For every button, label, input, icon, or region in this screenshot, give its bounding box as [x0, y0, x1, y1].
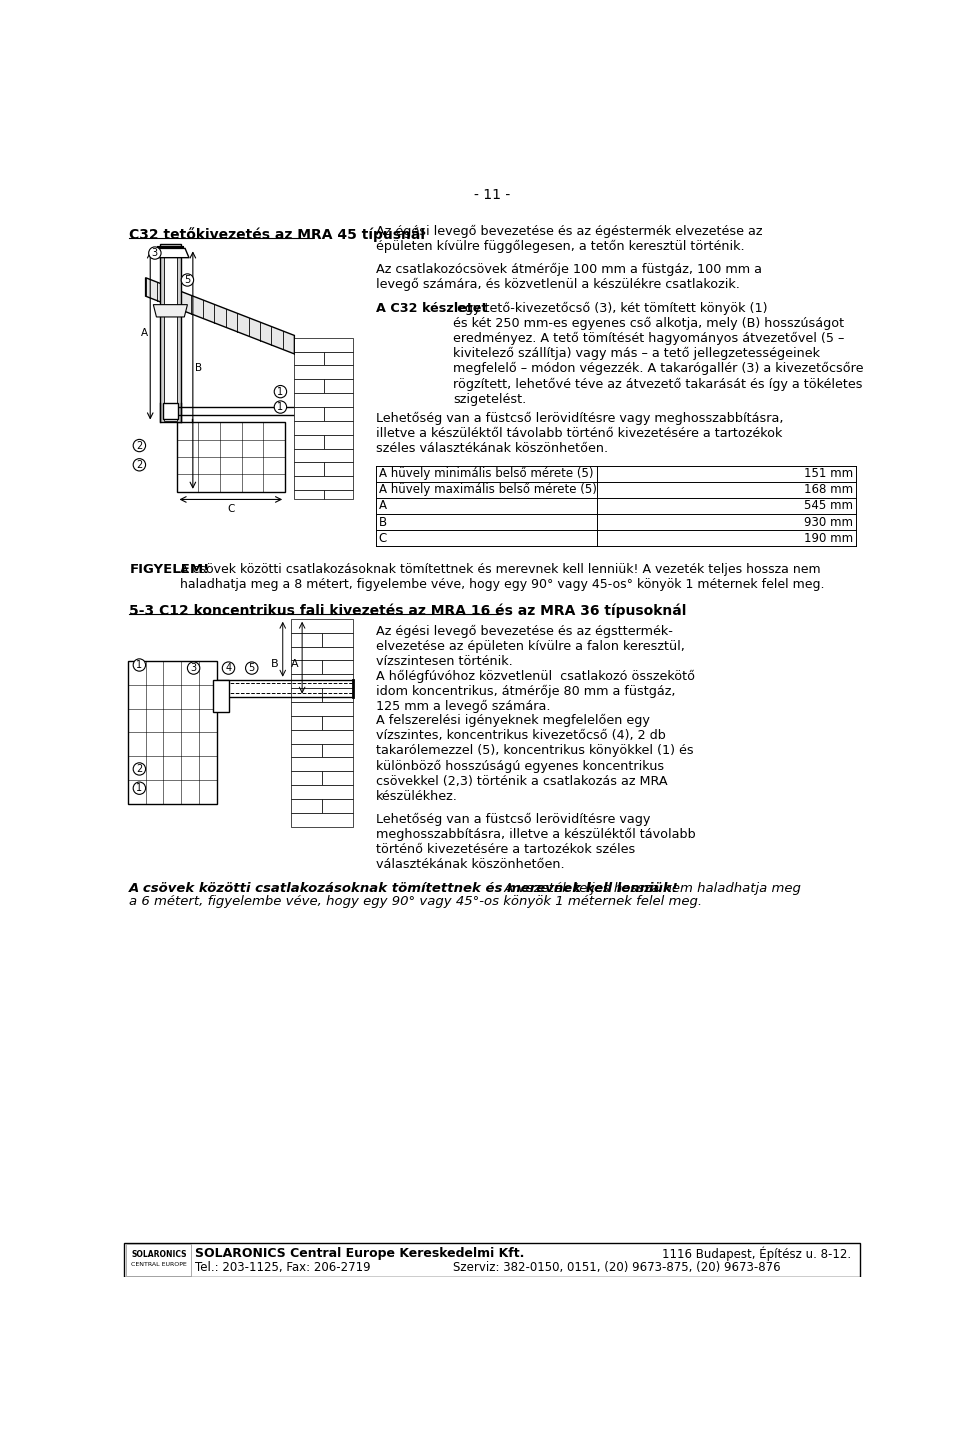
Bar: [295, 435, 324, 449]
Circle shape: [133, 439, 146, 452]
Text: Tel.: 203-1125, Fax: 206-2719: Tel.: 203-1125, Fax: 206-2719: [195, 1260, 371, 1274]
Text: 168 mm: 168 mm: [804, 484, 853, 497]
Bar: [324, 462, 352, 476]
Bar: [291, 674, 352, 689]
Bar: [291, 812, 352, 827]
Bar: [124, 1243, 860, 1277]
Text: 2: 2: [136, 459, 142, 469]
Text: - 11 -: - 11 -: [474, 188, 510, 201]
Bar: [126, 1244, 190, 1276]
Circle shape: [133, 782, 146, 795]
Text: 930 mm: 930 mm: [804, 515, 853, 528]
Bar: [177, 422, 285, 492]
Bar: [295, 366, 352, 379]
Bar: [322, 771, 352, 785]
Text: B: B: [271, 659, 278, 669]
Text: A csövek közötti csatlakozásoknak tömítettnek és merevnek kell lenniük!: A csövek közötti csatlakozásoknak tömíte…: [130, 883, 679, 895]
Circle shape: [275, 386, 287, 397]
Text: 3: 3: [191, 663, 197, 673]
Text: egy tető-kivezetőcső (3), két tömített könyök (1)
és két 250 mm-es egyenes cső a: egy tető-kivezetőcső (3), két tömített k…: [453, 301, 864, 406]
Bar: [322, 660, 352, 674]
Bar: [291, 618, 352, 633]
Text: 4: 4: [226, 663, 231, 673]
Bar: [295, 462, 324, 476]
Bar: [295, 408, 324, 420]
Text: 5-3 C12 koncentrikus fali kivezetés az MRA 16 és az MRA 36 típusoknál: 5-3 C12 koncentrikus fali kivezetés az M…: [130, 603, 686, 618]
Text: Lehetőség van a füstcső lerövidítésre vagy
meghosszabbításra, illetve a készülék: Lehetőség van a füstcső lerövidítésre va…: [375, 812, 695, 871]
Bar: [324, 352, 352, 366]
Text: 2: 2: [136, 441, 142, 451]
Text: A hőlégfúvóhoz közvetlenül  csatlakozó összekötő
idom koncentrikus, átmérője 80 : A hőlégfúvóhoz közvetlenül csatlakozó ös…: [375, 670, 695, 713]
Bar: [291, 702, 352, 716]
Text: 1116 Budapest, Építész u. 8-12.: 1116 Budapest, Építész u. 8-12.: [662, 1246, 852, 1260]
Text: A: A: [379, 499, 387, 512]
Text: B: B: [196, 363, 203, 373]
Bar: [322, 633, 352, 647]
Bar: [291, 729, 352, 743]
Bar: [295, 352, 324, 366]
Circle shape: [275, 400, 287, 413]
Bar: [291, 647, 352, 660]
Bar: [322, 799, 352, 812]
Polygon shape: [154, 304, 187, 317]
Text: 190 mm: 190 mm: [804, 532, 853, 545]
Bar: [295, 476, 352, 491]
Text: 5: 5: [184, 276, 190, 286]
Text: C: C: [379, 532, 387, 545]
Bar: [291, 633, 322, 647]
Text: FIGYELEM!: FIGYELEM!: [130, 564, 209, 577]
Bar: [159, 244, 181, 422]
Text: Lehetőség van a füstcső lerövidítésre vagy meghosszabbításra,
illetve a készülék: Lehetőség van a füstcső lerövidítésre va…: [375, 412, 783, 455]
Text: Az égési levegő bevezetése és az égsttermék-
elvezetése az épületen kívülre a fa: Az égési levegő bevezetése és az égstter…: [375, 626, 684, 669]
Text: A vezeték teljes hossza nem haladhatja meg: A vezeték teljes hossza nem haladhatja m…: [500, 883, 801, 895]
Circle shape: [149, 247, 161, 260]
Text: Az csatlakozócsövek átmérője 100 mm a füstgáz, 100 mm a
levegő számára, és közve: Az csatlakozócsövek átmérője 100 mm a fü…: [375, 263, 761, 291]
Bar: [295, 337, 352, 352]
Bar: [213, 680, 228, 712]
Bar: [322, 689, 352, 702]
Text: CENTRAL EUROPE: CENTRAL EUROPE: [131, 1261, 186, 1267]
Text: A hüvely maximális belső mérete (5): A hüvely maximális belső mérete (5): [379, 484, 597, 497]
Bar: [295, 449, 352, 462]
Bar: [162, 403, 179, 419]
Bar: [128, 662, 217, 804]
Text: A: A: [291, 659, 299, 669]
Text: 1: 1: [136, 784, 142, 794]
Circle shape: [223, 662, 234, 674]
Text: A: A: [140, 329, 148, 339]
Bar: [324, 435, 352, 449]
Text: Szerviz: 382-0150, 0151, (20) 9673-875, (20) 9673-876: Szerviz: 382-0150, 0151, (20) 9673-875, …: [453, 1260, 780, 1274]
Text: 1: 1: [277, 402, 283, 412]
Text: 151 mm: 151 mm: [804, 468, 853, 481]
Bar: [291, 799, 322, 812]
Bar: [324, 491, 352, 499]
Bar: [291, 758, 352, 771]
Bar: [291, 743, 322, 758]
Text: A csövek közötti csatlakozásoknak tömítettnek és merevnek kell lenniük! A vezeté: A csövek közötti csatlakozásoknak tömíte…: [180, 564, 825, 591]
Text: C: C: [228, 504, 234, 514]
Bar: [164, 250, 177, 420]
Bar: [295, 491, 324, 499]
Text: A felszerelési igényeknek megfelelően egy
vízszintes, koncentrikus kivezetőcső (: A felszerelési igényeknek megfelelően eg…: [375, 715, 693, 802]
Bar: [322, 716, 352, 729]
Circle shape: [246, 662, 258, 674]
Polygon shape: [152, 248, 189, 258]
Bar: [295, 420, 352, 435]
Bar: [322, 743, 352, 758]
Circle shape: [133, 659, 146, 672]
Circle shape: [181, 274, 194, 286]
Text: SOLARONICS Central Europe Kereskedelmi Kft.: SOLARONICS Central Europe Kereskedelmi K…: [195, 1247, 524, 1260]
Bar: [291, 771, 322, 785]
Bar: [291, 785, 352, 799]
Text: C32 tetőkivezetés az MRA 45 típusnál: C32 tetőkivezetés az MRA 45 típusnál: [130, 228, 425, 243]
Text: 1: 1: [136, 660, 142, 670]
Bar: [291, 689, 322, 702]
Text: 5: 5: [249, 663, 254, 673]
Bar: [291, 716, 322, 729]
Text: 545 mm: 545 mm: [804, 499, 853, 512]
Text: 3: 3: [152, 248, 158, 258]
Circle shape: [133, 763, 146, 775]
Bar: [295, 393, 352, 408]
Text: 1: 1: [277, 386, 283, 396]
Polygon shape: [146, 278, 295, 354]
